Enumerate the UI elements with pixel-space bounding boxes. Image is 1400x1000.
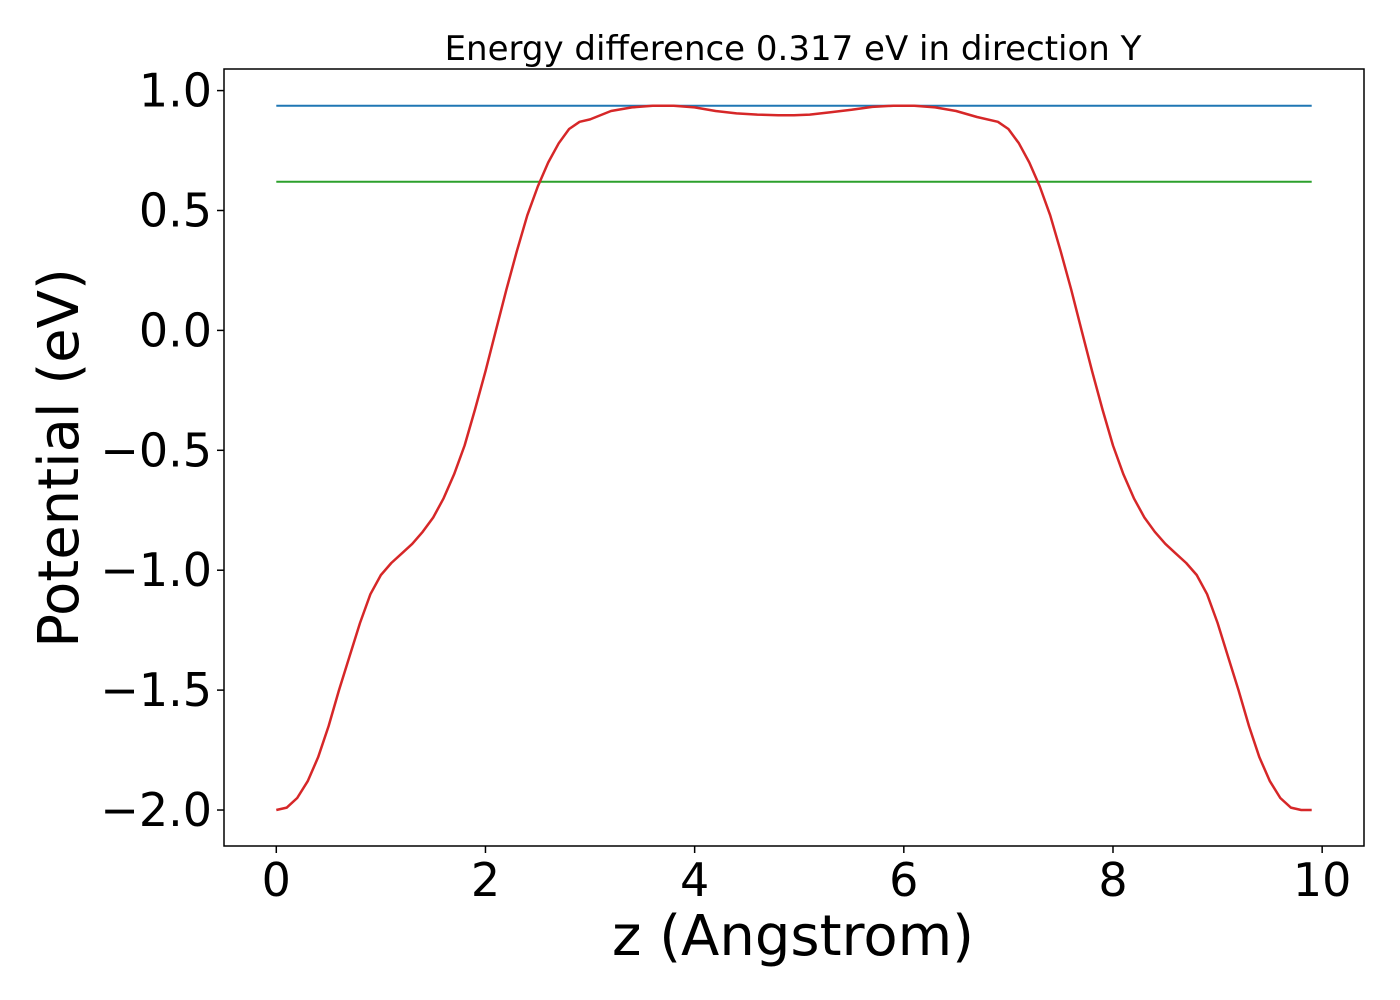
y-axis: 1.0 0.5 0.0 −0.5 −1.0 −1.5 −2.0 — [100, 64, 224, 837]
x-tick-label: 10 — [1293, 853, 1352, 907]
y-tick-label: −1.5 — [100, 663, 212, 717]
y-tick-label: 0.0 — [139, 303, 212, 357]
x-tick-label: 2 — [471, 853, 500, 907]
y-tick-label: 1.0 — [139, 64, 212, 118]
x-tick-label: 8 — [1098, 853, 1127, 907]
chart-title: Energy difference 0.317 eV in direction … — [445, 29, 1142, 69]
x-axis: 0 2 4 6 8 10 — [262, 846, 1352, 907]
series-layer — [276, 104, 1312, 812]
y-tick-label: −0.5 — [100, 423, 212, 477]
plot-area-frame — [223, 68, 1365, 847]
y-tick-label: −1.0 — [100, 543, 212, 597]
y-axis-label: Potential (eV) — [27, 268, 92, 648]
series-line-2 — [276, 104, 1312, 812]
y-tick-label: −2.0 — [100, 783, 212, 837]
y-tick-label: 0.5 — [139, 183, 212, 237]
x-tick-label: 6 — [889, 853, 918, 907]
x-tick-label: 0 — [262, 853, 291, 907]
x-tick-label: 4 — [680, 853, 709, 907]
x-axis-label: z (Angstrom) — [612, 904, 974, 969]
